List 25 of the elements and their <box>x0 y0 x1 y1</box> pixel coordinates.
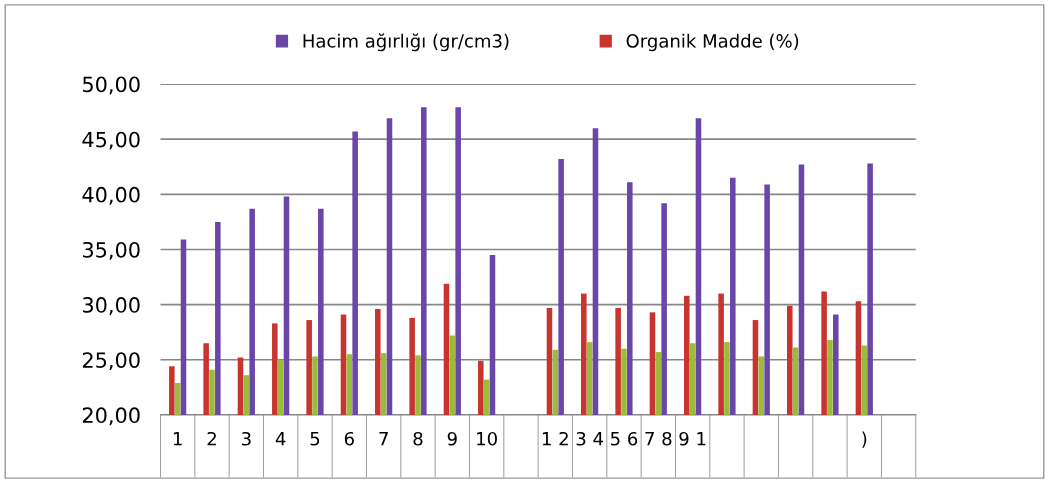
y-tick-label: 25,00 <box>82 352 140 371</box>
x-tick-label: 10 <box>477 431 497 446</box>
y-tick-label: 45,00 <box>82 131 140 150</box>
y-tick-label: 35,00 <box>83 241 140 260</box>
x-tick-label: 3 4 <box>576 431 603 446</box>
x-tick-label: ) <box>862 431 867 448</box>
x-tick-label: 8 <box>413 431 423 446</box>
x-tick-label: 1 <box>173 432 182 446</box>
x-tick-label: 7 8 <box>645 431 672 446</box>
legend-label: Organik Madde (%) <box>626 33 799 52</box>
x-tick-label: 9 <box>447 431 457 446</box>
y-tick-label: 40,00 <box>82 186 140 205</box>
x-tick-label: 6 <box>344 431 354 446</box>
x-tick-label: 5 <box>310 432 320 446</box>
y-tick-label: 20,00 <box>82 407 140 426</box>
x-tick-label: 5 6 <box>611 431 638 446</box>
x-tick-label: 4 <box>275 432 286 446</box>
x-tick-label: 7 <box>379 432 388 446</box>
y-tick-label: 50,00 <box>83 76 140 95</box>
x-tick-label: 2 <box>207 431 216 446</box>
x-tick-label: 9 1 <box>679 431 706 446</box>
x-tick-label: 3 <box>241 431 251 446</box>
y-tick-label: 30,00 <box>83 297 140 315</box>
x-tick-label: 1 2 <box>542 431 568 446</box>
legend-label: Hacim ağırlığı (gr/cm3) <box>303 33 509 52</box>
